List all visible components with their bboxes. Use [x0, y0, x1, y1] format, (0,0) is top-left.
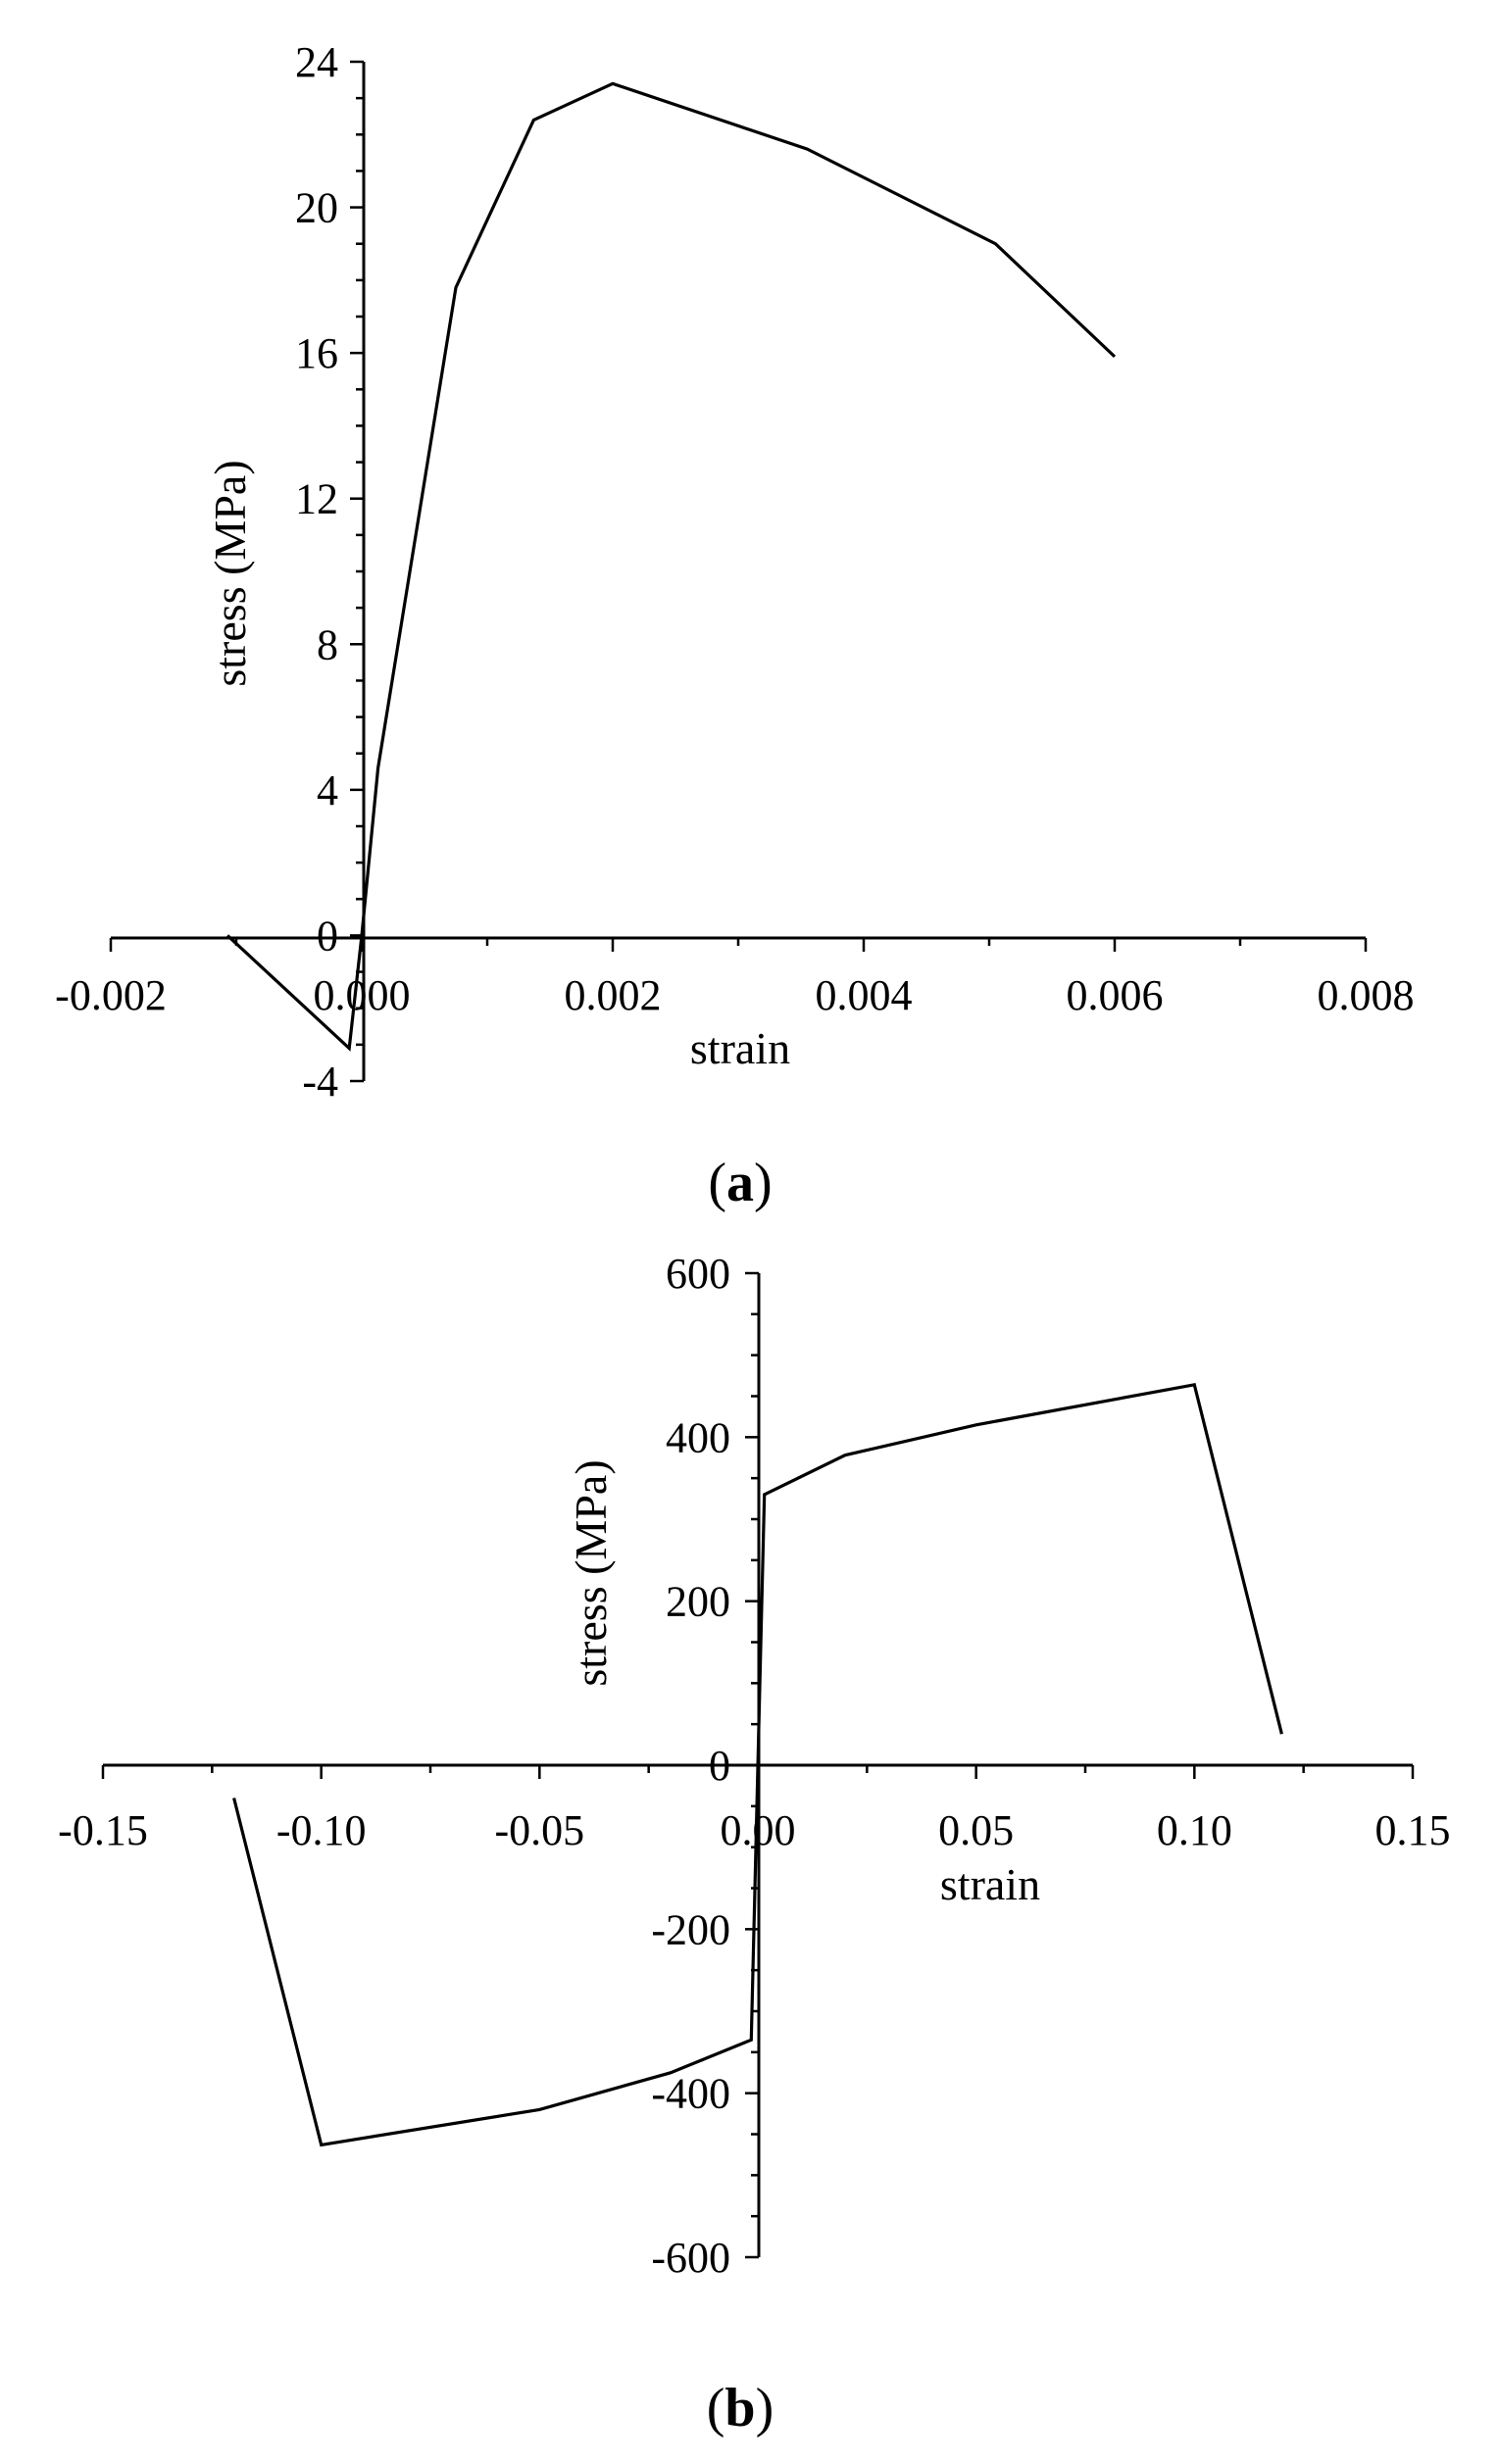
x-tick-label: 0.002	[565, 971, 662, 1019]
y-tick-label: 12	[295, 475, 338, 523]
chart-b-tick-labels: -0.15 -0.10 -0.05 0.00 0.05 0.10 0.15-600-400-…	[58, 1250, 1450, 2282]
x-tick-label: -0.15	[58, 1806, 148, 1854]
series-line	[232, 1382, 1283, 2147]
x-tick-label: 0.008	[1318, 971, 1415, 1019]
x-tick-label: 0.10	[1157, 1806, 1232, 1854]
chart-b: -0.15 -0.10 -0.05 0.00 0.05 0.10 0.15-600-400-…	[58, 1250, 1450, 2439]
chart-a-y-axis-title: stress (MPa)	[205, 460, 255, 686]
y-tick-label: 400	[666, 1413, 730, 1461]
y-tick-label: 600	[666, 1250, 730, 1298]
y-tick-label: 24	[295, 38, 338, 86]
x-tick-label: 0.05	[938, 1806, 1014, 1854]
series-line	[225, 81, 1117, 1052]
y-tick-label: 8	[317, 620, 338, 668]
y-tick-label: 20	[295, 184, 338, 232]
x-tick-label: -0.05	[495, 1806, 585, 1854]
chart-a-tick-labels: -0.002 0.000 0.002 0.004 0.006 0.008 -4 0 4 8 12 16…	[55, 38, 1414, 1106]
y-tick-label: 4	[317, 766, 338, 814]
chart-a-ticks	[109, 60, 1368, 1083]
chart-b-panel-label: (b)	[707, 2378, 774, 2439]
chart-a-panel-letter: a	[726, 1153, 754, 1213]
y-tick-label: -600	[651, 2234, 730, 2282]
x-tick-label: 0.004	[816, 971, 913, 1019]
x-tick-label: -0.002	[55, 971, 167, 1019]
chart-b-y-axis-title: stress (MPa)	[566, 1459, 616, 1686]
chart-a: -0.002 0.000 0.002 0.004 0.006 0.008 -4 0 4 8 12 16…	[55, 38, 1414, 1213]
x-tick-label: 0.000	[314, 971, 411, 1019]
chart-a-x-axis-title: strain	[690, 1023, 790, 1073]
chart-a-series	[225, 81, 1117, 1052]
x-tick-label: 0.006	[1067, 971, 1164, 1019]
y-tick-label: -200	[651, 1905, 730, 1953]
y-tick-label: 0	[317, 912, 338, 960]
y-tick-label: -4	[302, 1058, 338, 1106]
x-tick-label: 0.15	[1375, 1806, 1451, 1854]
y-tick-label: 16	[295, 329, 338, 377]
y-tick-label: -400	[651, 2070, 730, 2118]
y-tick-label: 0	[709, 1742, 730, 1790]
chart-a-panel-label: (a)	[708, 1153, 772, 1213]
x-tick-label: -0.10	[276, 1806, 367, 1854]
chart-b-x-axis-title: strain	[940, 1859, 1040, 1909]
y-tick-label: 200	[666, 1578, 730, 1626]
chart-b-panel-letter: b	[724, 2378, 755, 2439]
chart-b-series	[232, 1382, 1283, 2147]
